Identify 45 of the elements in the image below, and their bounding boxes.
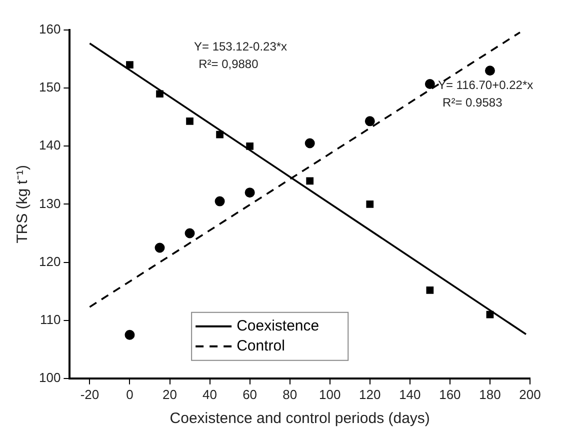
y-tick-label: 110: [40, 312, 61, 327]
point: [486, 310, 494, 318]
x-tick-label: 20: [162, 386, 177, 402]
x-tick-label: 60: [242, 386, 258, 402]
y-tick-label: 100: [38, 370, 61, 385]
y-axis-title: TRS (kg t⁻¹): [14, 165, 32, 244]
x-tick-label: -20: [80, 386, 100, 402]
annotation: Y= 116.70+0.22*x: [438, 78, 534, 92]
y-tick-label: 160: [38, 22, 61, 37]
x-tick-label: 160: [439, 386, 461, 402]
legend-label: Control: [236, 338, 285, 355]
x-tick-label: 40: [202, 386, 218, 402]
point: [424, 79, 435, 89]
x-tick-label: 120: [359, 386, 381, 402]
point: [216, 130, 224, 138]
x-tick-label: 140: [399, 386, 421, 402]
point: [484, 66, 495, 76]
x-tick-label: 180: [479, 386, 501, 402]
point: [426, 286, 434, 294]
x-tick-label: 100: [319, 386, 341, 402]
y-tick-label: 120: [38, 254, 61, 269]
point: [124, 330, 135, 340]
point: [156, 90, 164, 98]
point: [186, 117, 194, 125]
x-axis-title: Coexistence and control periods (days): [170, 410, 430, 428]
point: [154, 242, 165, 253]
legend-label: Coexistence: [236, 318, 320, 335]
point: [214, 196, 225, 206]
point: [126, 61, 134, 69]
y-tick-label: 140: [38, 138, 61, 153]
annotation: R²= 0,9880: [198, 57, 259, 72]
annotation: R²= 0.9583: [442, 95, 503, 110]
point: [364, 116, 375, 126]
y-tick-label: 130: [38, 196, 61, 211]
point: [306, 177, 314, 185]
x-tick-label: 0: [126, 386, 134, 402]
x-tick-label: 80: [282, 386, 298, 402]
y-tick-label: 150: [38, 80, 61, 95]
point: [184, 228, 195, 238]
x-tick-label: 200: [519, 386, 541, 402]
point: [244, 188, 255, 198]
annotation: Y= 153.12-0.23*x: [194, 40, 288, 54]
point: [366, 200, 374, 208]
point: [304, 138, 315, 148]
point: [246, 142, 254, 150]
